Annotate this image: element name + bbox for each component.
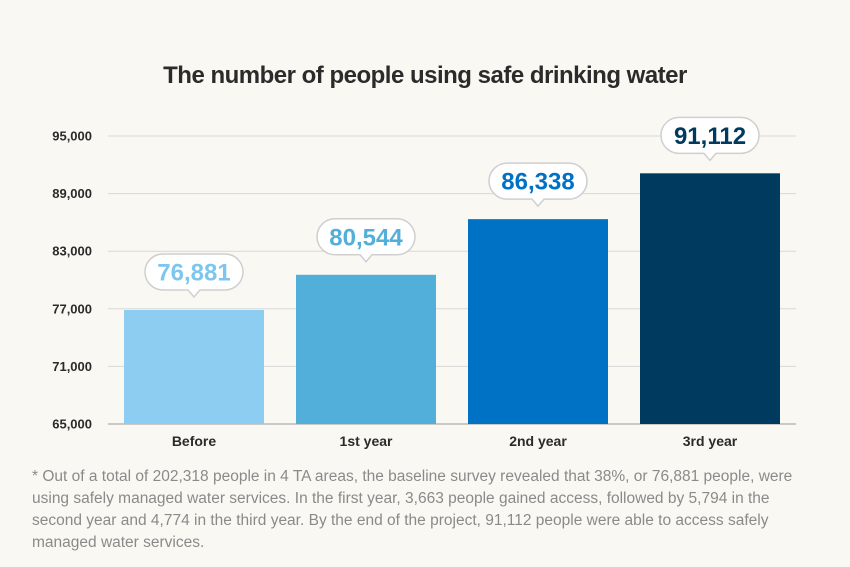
- y-tick-label: 89,000: [52, 186, 92, 201]
- y-tick-label: 77,000: [52, 301, 92, 316]
- footnote: * Out of a total of 202,318 people in 4 …: [32, 468, 793, 551]
- data-label-bubble: [488, 162, 588, 208]
- bar-chart: 65,000 71,000 77,000 83,000 89,000 95,000 Bef…: [52, 116, 796, 449]
- x-category-label: 3rd year: [683, 433, 738, 449]
- x-category-label: Before: [172, 433, 217, 449]
- data-label: 80,544: [329, 224, 403, 251]
- chart-title: The number of people using safe drinking…: [163, 62, 687, 89]
- data-label-bubble: [144, 253, 244, 299]
- data-label: 86,338: [501, 169, 574, 196]
- y-tick-label: 65,000: [52, 417, 92, 432]
- bars: [124, 173, 780, 424]
- data-label: 76,881: [157, 259, 230, 286]
- x-category-label: 2nd year: [509, 433, 567, 449]
- data-label-bubble: [316, 218, 416, 263]
- bar: [468, 219, 608, 424]
- data-label-bubble: [660, 116, 760, 162]
- bar: [640, 173, 780, 424]
- y-tick-label: 71,000: [52, 359, 92, 374]
- data-label: 91,112: [674, 123, 746, 150]
- y-axis-tick-labels: 65,000 71,000 77,000 83,000 89,000 95,000: [52, 129, 92, 432]
- x-category-label: 1st year: [340, 433, 393, 449]
- bar: [124, 309, 264, 424]
- data-labels: 76,881 80,544 86,338 91,112: [144, 116, 760, 299]
- bar: [296, 274, 436, 424]
- y-tick-label: 83,000: [52, 244, 92, 259]
- y-tick-label: 95,000: [52, 129, 92, 144]
- x-axis-category-labels: Before 1st year 2nd year 3rd year: [172, 433, 738, 449]
